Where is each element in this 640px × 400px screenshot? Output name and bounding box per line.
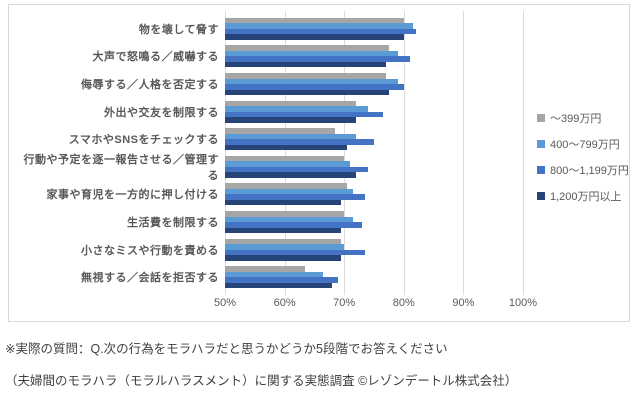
bar-series2-cat7 (225, 222, 363, 228)
bar-series0-cat2 (225, 73, 386, 79)
x-axis-tick-label: 50% (213, 297, 237, 309)
legend: ～399万円 400～799万円 800～1,199万円 1,200万円以上 (537, 111, 629, 215)
bar-series2-cat6 (225, 194, 366, 200)
bar-series3-cat2 (225, 89, 389, 95)
bar-series1-cat3 (225, 106, 369, 112)
bar-series0-cat1 (225, 45, 389, 51)
bar-series3-cat6 (225, 199, 342, 206)
bar-series2-cat4 (225, 139, 374, 145)
bar-series0-cat4 (225, 128, 336, 134)
legend-swatch-icon (537, 165, 545, 174)
category-label: 大声で怒鳴る／威嚇する (92, 51, 219, 64)
bar-series3-cat0 (225, 34, 404, 40)
bar-series0-cat6 (225, 183, 348, 189)
legend-swatch-icon (537, 191, 545, 200)
bar-series1-cat4 (225, 133, 357, 140)
legend-item: 400～799万円 (537, 137, 629, 151)
bar-series0-cat8 (225, 238, 342, 245)
footnote-question: ※実際の質問：Q.次の行為をモラハラだと思うかどうか5段階でお答えください (5, 342, 448, 356)
legend-swatch-icon (537, 139, 545, 148)
bar-series2-cat5 (225, 166, 369, 173)
bar-series0-cat0 (225, 17, 404, 24)
bar-series1-cat2 (225, 78, 398, 84)
bar-series2-cat0 (225, 28, 416, 35)
category-label: スマホやSNSをチェックする (68, 134, 219, 147)
footnote-source: （夫婦間のモラハラ（モラルハラスメント）に関する実態調査 ©レゾンデートル株式会… (5, 374, 518, 388)
bar-series2-cat3 (225, 111, 383, 118)
x-axis-tick-label: 60% (273, 297, 296, 309)
gridline (523, 11, 524, 295)
chart-frame: ～399万円 400～799万円 800～1,199万円 1,200万円以上 50% 6… (8, 4, 630, 322)
bar-series0-cat7 (225, 211, 345, 217)
category-label: 無視する／会話を拒否する (81, 272, 219, 285)
bar-series1-cat7 (225, 216, 354, 222)
category-label: 家事や育児を一方的に押し付ける (46, 189, 219, 202)
gridline (225, 11, 226, 295)
gridline (284, 11, 286, 295)
bar-series3-cat7 (225, 227, 342, 233)
bar-series0-cat5 (225, 155, 345, 162)
x-axis-tick-label: 100% (508, 297, 538, 309)
category-label: 行動や予定を逐一報告させる／管理する (23, 153, 219, 182)
bar-series1-cat1 (225, 50, 398, 57)
legend-swatch-icon (537, 113, 545, 122)
gridline (403, 11, 405, 295)
bar-series1-cat6 (225, 188, 354, 195)
category-label: 小さなミスや行動を責める (81, 244, 219, 257)
category-label: 物を壊して脅す (138, 23, 219, 36)
bar-series2-cat1 (225, 56, 410, 62)
bar-series3-cat3 (225, 117, 357, 123)
bar-series3-cat8 (225, 255, 342, 261)
x-axis-tick-label: 70% (333, 297, 356, 309)
bar-series1-cat9 (225, 271, 324, 278)
bar-series2-cat8 (225, 249, 366, 256)
bar-series0-cat3 (225, 100, 357, 107)
legend-label: ～399万円 (550, 112, 602, 125)
gridline (463, 11, 465, 295)
bar-series1-cat8 (225, 244, 345, 250)
legend-label: 800～1,199万円 (550, 164, 629, 177)
bar-series3-cat1 (225, 61, 386, 68)
x-axis-tick-label: 90% (452, 297, 475, 309)
legend-label: 400～799万円 (550, 138, 620, 151)
legend-item: 1,200万円以上 (537, 189, 629, 203)
bar-series2-cat2 (225, 84, 404, 90)
legend-item: ～399万円 (537, 111, 629, 125)
bar-series3-cat4 (225, 144, 348, 151)
bar-series3-cat9 (225, 282, 333, 289)
bar-series3-cat5 (225, 172, 357, 178)
category-label: 侮辱する／人格を否定する (81, 78, 219, 91)
bar-series1-cat0 (225, 23, 413, 29)
x-axis-tick-label: 80% (392, 297, 415, 309)
gridline (344, 11, 346, 295)
bar-series0-cat9 (225, 266, 306, 272)
bar-series2-cat9 (225, 277, 339, 283)
category-label: 生活費を制限する (127, 216, 219, 229)
legend-label: 1,200万円以上 (550, 190, 622, 203)
bar-series1-cat5 (225, 161, 351, 167)
legend-item: 800～1,199万円 (537, 163, 629, 177)
category-label: 外出や交友を制限する (104, 106, 219, 119)
